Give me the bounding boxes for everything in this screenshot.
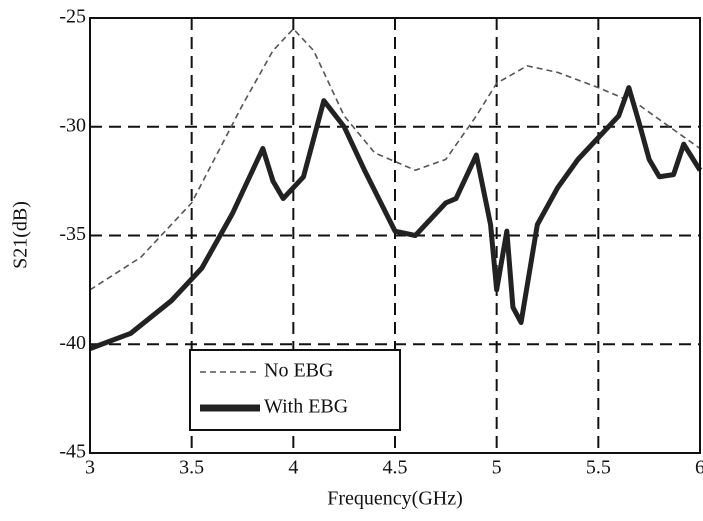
y-tick-label: -35: [59, 223, 86, 245]
y-tick-label: -30: [59, 114, 86, 136]
x-tick-label: 4: [288, 457, 298, 479]
legend-label: No EBG: [264, 360, 333, 382]
x-tick-label: 3.5: [179, 457, 204, 479]
y-tick-label: -45: [59, 441, 86, 463]
x-tick-label: 4.5: [383, 457, 408, 479]
legend-box: [189, 349, 401, 431]
data-line: [89, 85, 703, 351]
data-line: [89, 28, 701, 291]
x-tick-label: 5: [492, 457, 502, 479]
x-axis-label: Frequency(GHz): [327, 488, 463, 510]
y-tick-label: -40: [59, 332, 86, 354]
x-tick-label: 5.5: [586, 457, 611, 479]
legend-label: With EBG: [264, 396, 348, 418]
y-tick-label: -25: [59, 6, 86, 28]
x-tick-label: 6: [695, 457, 703, 479]
y-axis-label: S21(dB): [10, 201, 32, 269]
plot-frame: [89, 17, 701, 454]
x-tick-label: 3: [85, 457, 95, 479]
